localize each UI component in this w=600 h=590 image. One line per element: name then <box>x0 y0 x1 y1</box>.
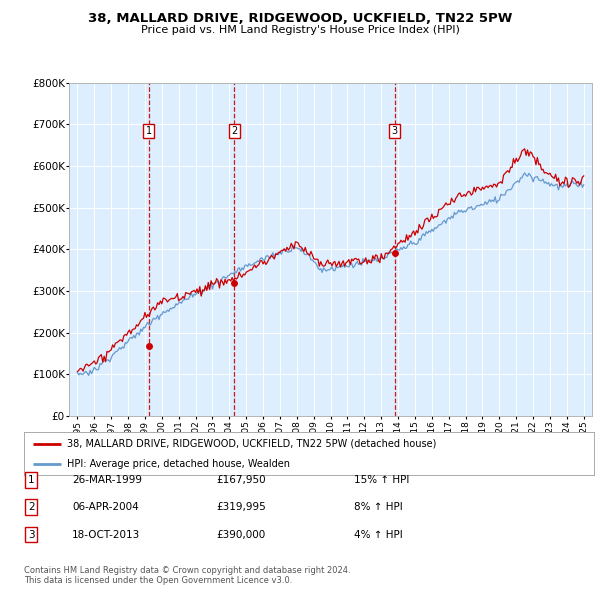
Text: £319,995: £319,995 <box>216 503 266 512</box>
Text: 4% ↑ HPI: 4% ↑ HPI <box>354 530 403 539</box>
Text: Price paid vs. HM Land Registry's House Price Index (HPI): Price paid vs. HM Land Registry's House … <box>140 25 460 35</box>
Text: 1: 1 <box>146 126 152 136</box>
Text: 8% ↑ HPI: 8% ↑ HPI <box>354 503 403 512</box>
Text: 15% ↑ HPI: 15% ↑ HPI <box>354 476 409 485</box>
Text: 38, MALLARD DRIVE, RIDGEWOOD, UCKFIELD, TN22 5PW: 38, MALLARD DRIVE, RIDGEWOOD, UCKFIELD, … <box>88 12 512 25</box>
Text: 3: 3 <box>392 126 398 136</box>
Text: Contains HM Land Registry data © Crown copyright and database right 2024.: Contains HM Land Registry data © Crown c… <box>24 566 350 575</box>
Text: HPI: Average price, detached house, Wealden: HPI: Average price, detached house, Weal… <box>67 460 290 469</box>
Text: 38, MALLARD DRIVE, RIDGEWOOD, UCKFIELD, TN22 5PW (detached house): 38, MALLARD DRIVE, RIDGEWOOD, UCKFIELD, … <box>67 439 436 449</box>
Text: 18-OCT-2013: 18-OCT-2013 <box>72 530 140 539</box>
Text: 2: 2 <box>28 503 35 512</box>
Text: 26-MAR-1999: 26-MAR-1999 <box>72 476 142 485</box>
Text: £167,950: £167,950 <box>216 476 266 485</box>
Text: 06-APR-2004: 06-APR-2004 <box>72 503 139 512</box>
Text: 1: 1 <box>28 476 35 485</box>
Text: This data is licensed under the Open Government Licence v3.0.: This data is licensed under the Open Gov… <box>24 576 292 585</box>
Text: £390,000: £390,000 <box>216 530 265 539</box>
Text: 3: 3 <box>28 530 35 539</box>
Text: 2: 2 <box>231 126 238 136</box>
